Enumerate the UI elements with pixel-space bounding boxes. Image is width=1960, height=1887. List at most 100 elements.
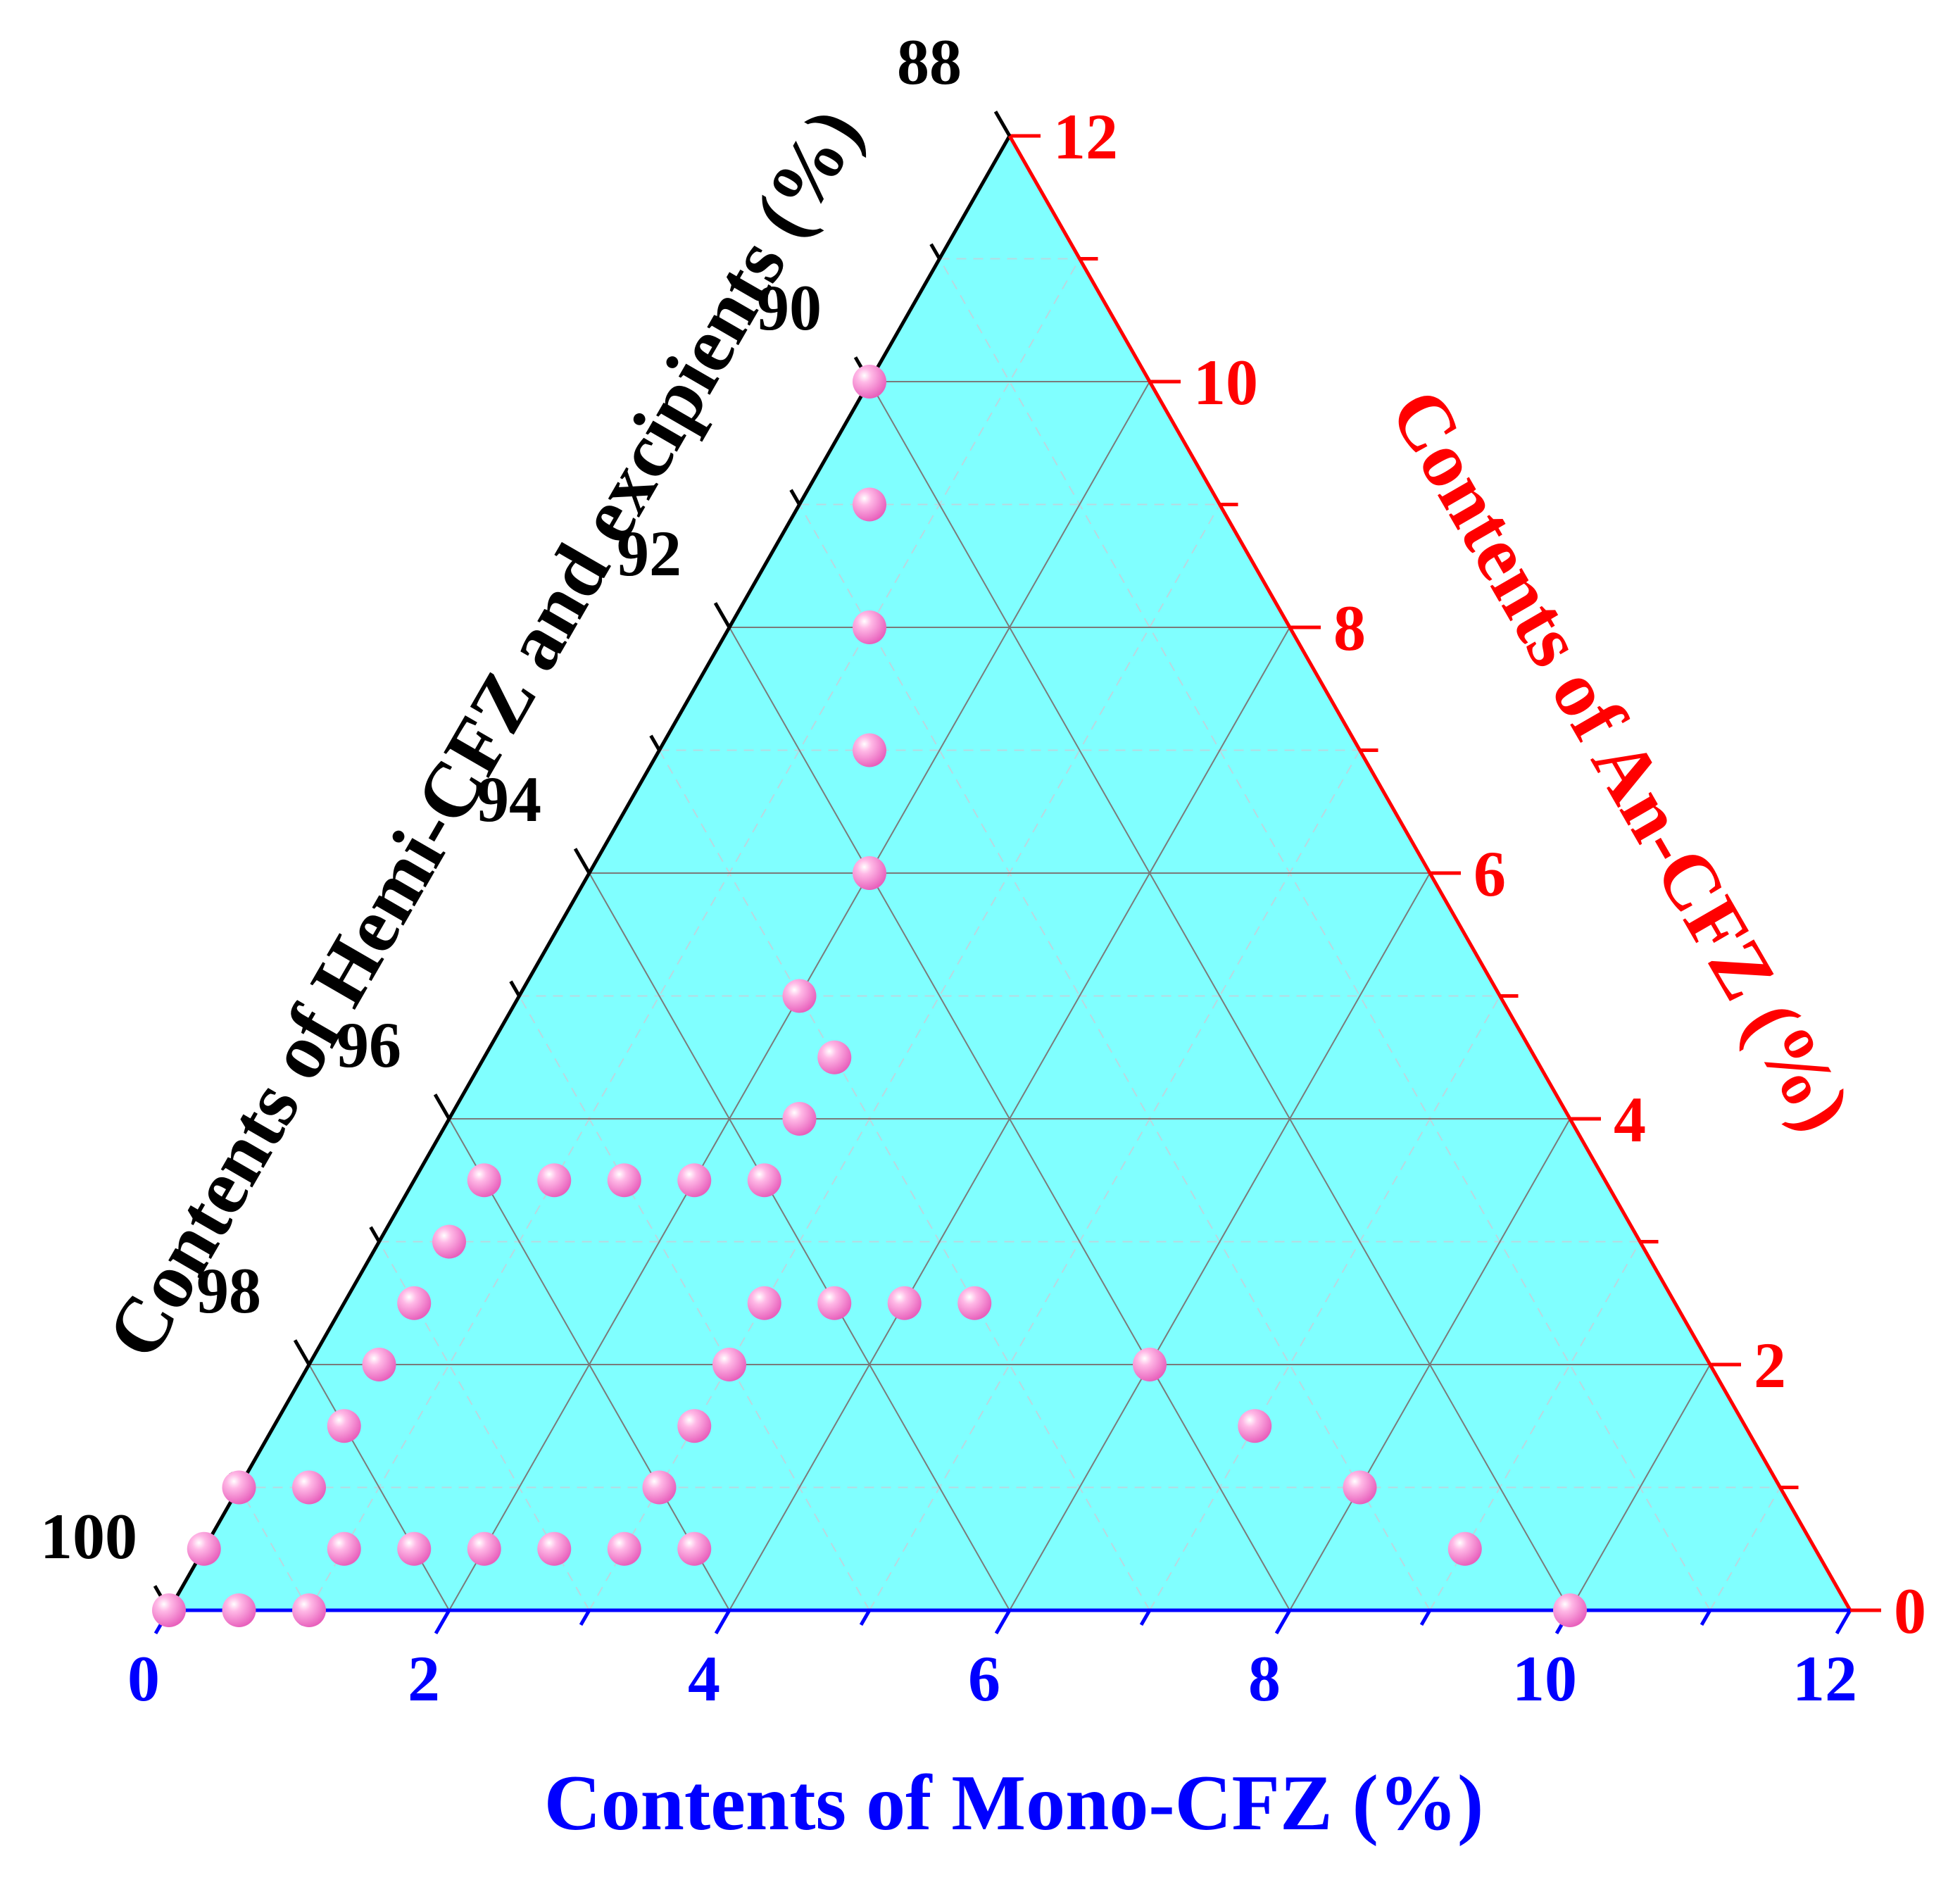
data-point [397,1531,432,1566]
data-point [537,1163,572,1198]
left-major-tick [293,1339,311,1366]
right-tick-label: 2 [1754,1329,1786,1401]
data-point [747,1286,781,1320]
left-minor-tick [509,980,521,997]
data-point [677,1531,712,1566]
bottom-axis-title: Contents of Mono-CFZ (%) [544,1760,1484,1847]
right-axis-ticks: 0 2 4 6 8 10 12 [1010,101,1926,1647]
data-point [187,1531,221,1566]
major-grid-line [448,1118,730,1611]
left-tick-label: 90 [757,272,822,344]
right-tick-label: 10 [1193,346,1258,418]
bottom-axis-ticks: 0 2 4 6 8 10 12 [127,1609,1857,1714]
data-point [397,1286,432,1320]
data-point [467,1531,501,1566]
bottom-tick-label: 0 [127,1643,160,1714]
bottom-tick-label: 6 [968,1643,1000,1714]
left-minor-tick [369,1226,381,1243]
right-tick-label: 0 [1894,1575,1926,1647]
right-tick-label: 6 [1474,838,1506,910]
data-point [853,487,886,522]
data-point [887,1286,922,1320]
bottom-major-tick [1835,1609,1852,1635]
bottom-major-tick [1274,1609,1292,1635]
data-point [747,1163,781,1198]
data-point [222,1593,256,1627]
data-point [152,1593,186,1627]
data-point [712,1348,746,1381]
data-point [537,1531,572,1566]
left-major-tick [993,111,1012,137]
right-tick-label: 4 [1614,1084,1646,1155]
bottom-tick-label: 8 [1248,1643,1281,1714]
data-point [782,1102,817,1136]
minor-grid-line [238,1487,310,1611]
left-major-tick [713,602,731,629]
data-point [327,1409,361,1443]
bottom-major-tick [714,1609,731,1635]
major-grid-line [308,1364,450,1611]
data-point [327,1531,361,1566]
data-point [1238,1409,1272,1443]
left-axis-ticks: 100 98 96 94 92 90 88 [40,26,1012,1612]
bottom-minor-tick [1700,1609,1712,1626]
data-point [432,1224,466,1259]
minor-grid-line [308,258,1081,1611]
data-point [607,1531,641,1566]
data-point [292,1593,326,1627]
data-point [1553,1593,1587,1627]
right-tick-label: 8 [1333,592,1366,664]
bottom-tick-label: 2 [408,1643,440,1714]
left-major-tick [573,848,591,874]
left-tick-label: 94 [477,763,541,835]
right-tick-label: 12 [1053,101,1118,173]
bottom-minor-tick [1139,1609,1152,1626]
minor-grid-line [869,750,1361,1611]
data-point [677,1409,712,1443]
bottom-tick-label: 12 [1792,1643,1857,1714]
major-grid-line [869,381,1571,1611]
data-point [957,1286,992,1320]
data-point [853,610,886,644]
data-point [642,1470,677,1505]
data-point [853,856,886,890]
left-minor-tick [649,734,661,751]
data-point [817,1040,852,1074]
data-point [1133,1348,1167,1381]
left-tick-label: 98 [196,1255,261,1327]
minor-grid-line [938,258,1711,1611]
data-point [853,733,886,767]
major-grid-line [589,872,1010,1611]
minor-grid-line [658,750,1150,1611]
bottom-tick-label: 10 [1512,1643,1577,1714]
major-grid-line [1009,872,1431,1611]
data-point [1447,1531,1482,1566]
left-tick-label: 96 [337,1009,401,1081]
minor-grid-line [798,504,1431,1611]
left-tick-label: 100 [40,1500,137,1572]
data-point [467,1163,501,1198]
data-points [152,365,1587,1627]
bottom-minor-tick [579,1609,591,1626]
left-major-tick [433,1093,451,1120]
bottom-minor-tick [859,1609,872,1626]
major-grid-line [729,627,1290,1611]
bottom-major-tick [434,1609,451,1635]
data-point [853,365,886,399]
bottom-tick-label: 4 [688,1643,720,1714]
bottom-minor-tick [1419,1609,1432,1626]
data-point [222,1470,256,1505]
data-point [362,1348,396,1381]
left-tick-label: 88 [897,26,962,98]
data-point [677,1163,712,1198]
left-tick-label: 92 [617,518,681,589]
left-minor-tick [789,489,801,506]
major-grid [308,381,1711,1611]
data-point [782,979,817,1013]
data-point [292,1470,326,1505]
data-point [1343,1470,1377,1505]
bottom-major-tick [994,1609,1012,1635]
minor-grid-line [1709,1487,1781,1611]
data-point [607,1163,641,1198]
